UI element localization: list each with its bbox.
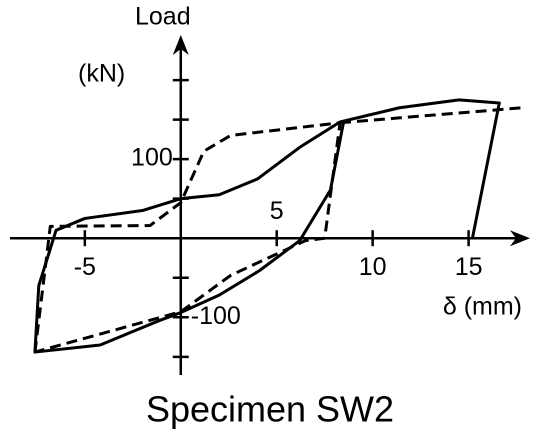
curve <box>33 121 342 354</box>
x-axis-arrow <box>510 230 530 247</box>
y-axis-arrow <box>172 35 189 55</box>
y-axis-label: (kN) <box>78 60 125 88</box>
y-tick-label: 100 <box>131 144 173 172</box>
x-tick-label: 10 <box>359 253 387 281</box>
chart-title: Specimen SW2 <box>146 389 394 430</box>
x-tick-label: -5 <box>74 253 96 281</box>
x-axis-label: δ (mm) <box>443 293 522 321</box>
x-tick-label: 5 <box>270 197 284 225</box>
curve <box>33 98 501 354</box>
x-tick-label: 15 <box>455 253 483 281</box>
y-axis-label: Load <box>135 3 191 31</box>
y-tick-label: -100 <box>191 302 241 330</box>
curve <box>339 106 523 125</box>
